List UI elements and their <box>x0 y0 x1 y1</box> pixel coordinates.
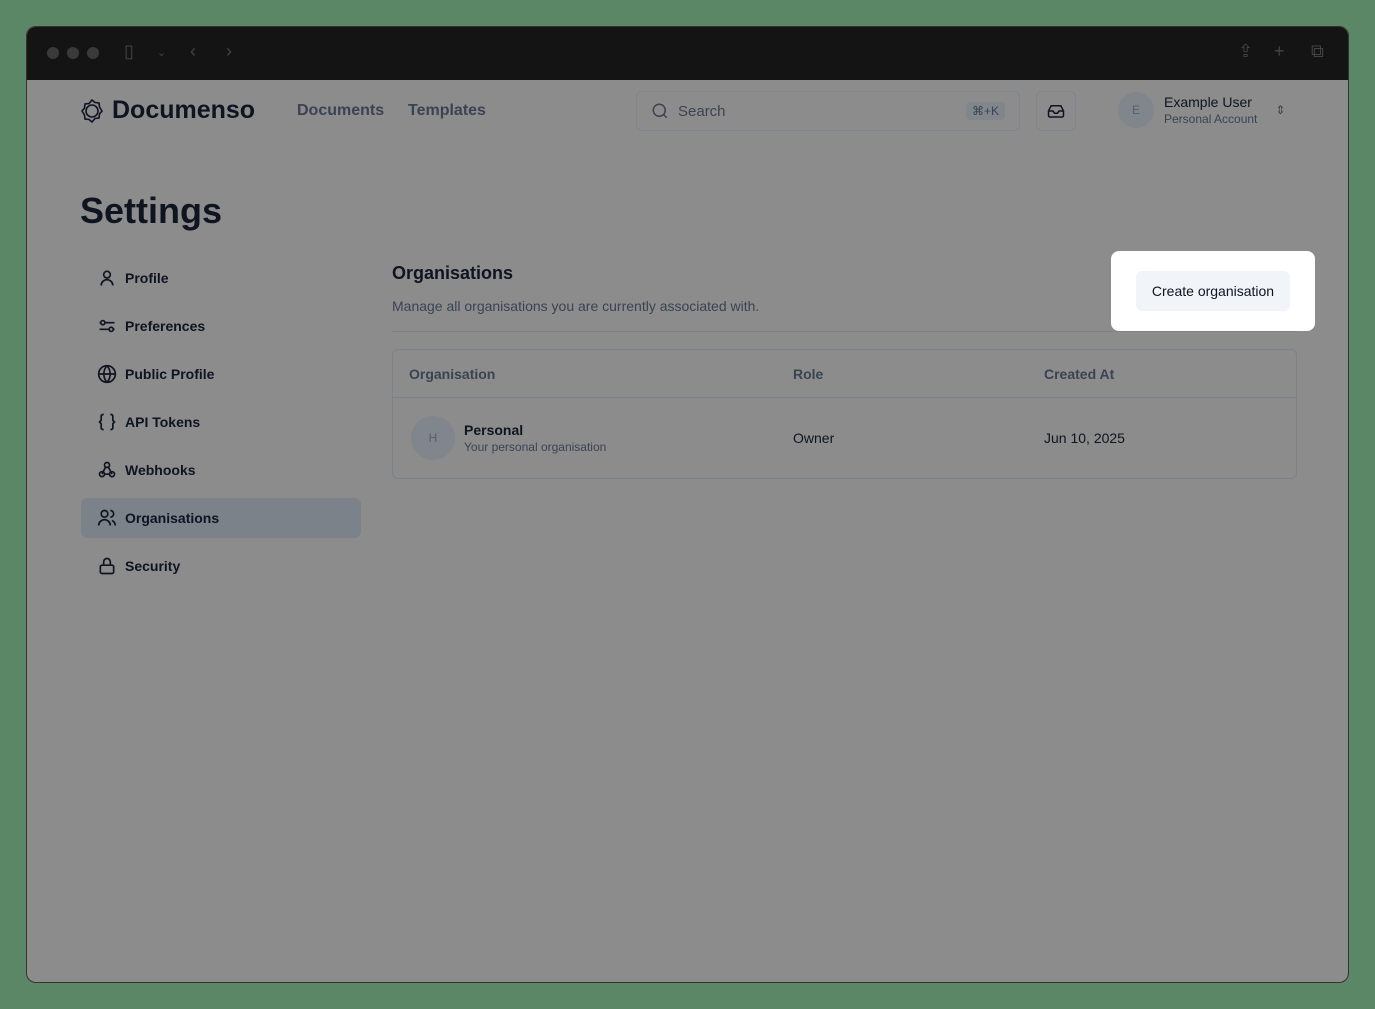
user-icon <box>100 270 114 286</box>
settings-sidebar: Profile Preferences Public Profile API T… <box>81 258 361 594</box>
new-tab-icon[interactable]: + <box>1274 41 1285 61</box>
users-icon <box>97 509 117 526</box>
sidebar-item-label: API Tokens <box>125 414 201 430</box>
avatar: H <box>411 416 455 460</box>
title-bar: ▯ ⌄ ‹ › ⇪ + ⧉ <box>27 27 1348 80</box>
forward-icon[interactable]: › <box>226 41 232 61</box>
minimize-window-button[interactable] <box>67 47 79 59</box>
globe-icon <box>97 364 117 384</box>
sidebar-item-profile[interactable]: Profile <box>81 258 361 298</box>
search-shortcut: ⌘+K <box>965 102 1005 120</box>
sidebar-item-label: Profile <box>125 270 169 286</box>
sidebar-item-label: Security <box>125 558 181 574</box>
tabs-overview-icon[interactable]: ⧉ <box>1311 41 1324 61</box>
section-title: Organisations <box>392 263 514 283</box>
logo[interactable]: Documenso <box>80 96 255 125</box>
logo-icon <box>81 98 103 123</box>
app-header: Documenso Documents Templates Search ⌘+K… <box>27 80 1348 144</box>
section-description: Manage all organisations you are current… <box>392 298 760 314</box>
sliders-icon <box>99 319 115 333</box>
sidebar-item-public-profile[interactable]: Public Profile <box>81 354 361 394</box>
app-name: Documenso <box>112 96 256 124</box>
browser-window: ▯ ⌄ ‹ › ⇪ + ⧉ Documenso Documents Templa… <box>26 26 1349 983</box>
braces-icon <box>98 413 116 431</box>
account-type: Personal Account <box>1164 112 1258 126</box>
account-switcher[interactable]: E Example User Personal Account ⇕ <box>1118 92 1285 128</box>
lock-icon <box>99 557 115 575</box>
organisation-subtitle: Your personal organisation <box>464 440 607 454</box>
user-name: Example User <box>1164 94 1252 110</box>
inbox-button[interactable] <box>1036 91 1076 131</box>
sidebar-item-preferences[interactable]: Preferences <box>81 306 361 346</box>
organisations-table: Organisation Role Created At H Personal … <box>392 349 1297 479</box>
sidebar-toggle-icon[interactable]: ▯ <box>124 41 134 61</box>
nav-documents[interactable]: Documents <box>297 102 385 119</box>
close-window-button[interactable] <box>47 47 59 59</box>
sidebar-item-label: Preferences <box>125 318 206 334</box>
highlight-box: Create organisation <box>1111 251 1315 331</box>
organisations-section: Organisations Manage all organisations y… <box>392 263 1297 479</box>
column-header: Organisation <box>409 365 496 382</box>
nav-templates[interactable]: Templates <box>408 102 486 119</box>
webhook-icon <box>98 461 116 478</box>
chevron-up-down-icon: ⇕ <box>1275 103 1286 117</box>
table-header: Organisation Role Created At <box>393 350 1296 398</box>
organisation-cell: H Personal Your personal organisation <box>393 416 793 460</box>
organisation-name: Personal <box>464 422 524 438</box>
role-cell: Owner <box>793 430 835 446</box>
column-header: Created At <box>1044 365 1115 382</box>
sidebar-item-label: Organisations <box>125 510 220 526</box>
sidebar-item-api-tokens[interactable]: API Tokens <box>81 402 361 442</box>
search-icon <box>652 103 668 119</box>
column-header: Role <box>793 365 824 382</box>
sidebar-item-security[interactable]: Security <box>81 546 361 586</box>
maximize-window-button[interactable] <box>87 47 99 59</box>
search-placeholder: Search <box>678 102 726 120</box>
table-row[interactable]: H Personal Your personal organisation Ow… <box>393 398 1296 478</box>
share-icon[interactable]: ⇪ <box>1238 41 1254 61</box>
page-title: Settings <box>80 190 223 231</box>
sidebar-item-organisations[interactable]: Organisations <box>81 498 361 538</box>
sidebar-item-webhooks[interactable]: Webhooks <box>81 450 361 490</box>
create-organisation-button[interactable]: Create organisation <box>1135 271 1291 311</box>
back-icon[interactable]: ‹ <box>190 41 196 61</box>
divider <box>392 331 1297 332</box>
chevron-down-icon[interactable]: ⌄ <box>157 47 167 59</box>
search-input[interactable]: Search ⌘+K <box>636 91 1020 131</box>
sidebar-item-label: Webhooks <box>125 462 196 478</box>
avatar: E <box>1118 92 1154 128</box>
created-at-cell: Jun 10, 2025 <box>1044 430 1125 446</box>
sidebar-item-label: Public Profile <box>125 366 215 382</box>
inbox-icon <box>1047 105 1065 118</box>
